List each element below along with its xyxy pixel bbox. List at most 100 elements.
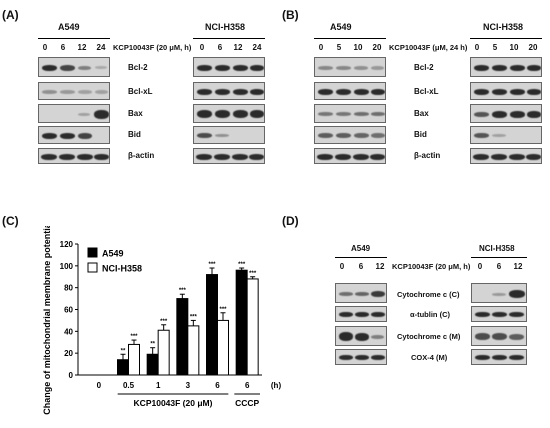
bar-a549 <box>117 359 129 376</box>
panel-b-cell-nci-h358: NCI-H358 <box>483 22 524 32</box>
y-tick-label: 0 <box>69 371 74 380</box>
panel-a-label: (A) <box>2 8 19 22</box>
bar-nci-h358 <box>128 343 140 376</box>
panel-a-lane: 24 <box>252 43 262 52</box>
y-axis-label: Change of mitochondrial membrane potenti… <box>42 226 52 415</box>
bar-nci-h358 <box>187 325 200 376</box>
panel-b-lane: 5 <box>336 43 342 52</box>
panel-b-blot-bclxl-a549 <box>314 82 386 100</box>
bar-nci-h358 <box>217 319 229 376</box>
panel-a-protein-bclxl: Bcl-xL <box>128 87 153 96</box>
panel-a-lane: 12 <box>77 43 87 52</box>
panel-b-lane: 0 <box>474 43 480 52</box>
x-unit-label: (h) <box>271 381 282 390</box>
panel-b-lane: 0 <box>318 43 324 52</box>
panel-b-protein-bax: Bax <box>414 109 429 118</box>
panel-a-underline-right <box>193 38 265 39</box>
panel-a-lane: 0 <box>42 43 48 52</box>
panel-a-blot-actin-a549 <box>38 148 110 164</box>
panel-b-protein-bclxl: Bcl-xL <box>414 87 439 96</box>
panel-d-cell-nci-h358: NCI-H358 <box>479 244 515 253</box>
bar-nci-h358 <box>246 278 259 376</box>
significance-label: *** <box>249 271 257 277</box>
panel-a-lane: 0 <box>199 43 205 52</box>
panel-b-blot-bid-h358 <box>470 126 542 144</box>
significance-label: *** <box>160 319 168 325</box>
significance-label: ** <box>150 342 155 348</box>
panel-d-lane: 6 <box>358 262 364 271</box>
x-tick-label: 1 <box>156 381 161 390</box>
legend-label: A549 <box>102 249 124 259</box>
panel-a-lane: 6 <box>60 43 66 52</box>
panel-d-lane: 12 <box>375 262 385 271</box>
panel-b-lane: 10 <box>509 43 519 52</box>
y-tick-label: 60 <box>64 306 73 315</box>
panel-d-treatment: KCP10043F (20 μM, h) <box>392 262 471 271</box>
panel-a-lane: 12 <box>233 43 243 52</box>
panel-b-protein-bcl2: Bcl-2 <box>414 63 434 72</box>
panel-b-protein-actin: β-actin <box>414 151 441 160</box>
panel-a-blot-bcl2-a549 <box>38 57 110 77</box>
panel-b-treatment: KCP10043F (μM, 24 h) <box>389 43 468 52</box>
group-label-kcp: KCP10043F (20 μM) <box>134 398 213 408</box>
bar-nci-h358 <box>157 329 170 376</box>
panel-b-lane: 10 <box>353 43 363 52</box>
panel-d-blot-cytc-m-a549 <box>335 326 387 346</box>
panel-a-treatment: KCP10043F (20 μM, h) <box>113 43 192 52</box>
y-tick-label: 120 <box>60 240 74 249</box>
panel-a-blot-bcl2-h358 <box>193 57 265 77</box>
y-tick-label: 40 <box>64 327 73 336</box>
y-tick-label: 100 <box>60 262 74 271</box>
panel-d-protein-cytc-m: Cytochrome c (M) <box>397 332 461 341</box>
panel-b-lane: 20 <box>528 43 538 52</box>
panel-b-blot-bax-a549 <box>314 104 386 123</box>
significance-label: *** <box>179 288 187 294</box>
panel-b-label: (B) <box>282 8 299 22</box>
y-tick-label: 20 <box>64 349 73 358</box>
panel-b-blot-bcl2-h358 <box>470 57 542 77</box>
x-tick-label: 6 <box>245 381 250 390</box>
panel-a-blot-bid-a549 <box>38 126 110 144</box>
panel-b-protein-bid: Bid <box>414 130 427 139</box>
panel-d-blot-cytc-c-h358 <box>471 283 527 303</box>
bar-a549 <box>146 353 159 376</box>
panel-a-protein-bcl2: Bcl-2 <box>128 63 148 72</box>
panel-a-blot-bax-h358 <box>193 104 265 123</box>
legend-swatch <box>87 262 98 273</box>
y-tick-label: 80 <box>64 284 73 293</box>
x-tick-label: 0 <box>97 381 102 390</box>
panel-b-blot-bclxl-h358 <box>470 82 542 100</box>
panel-a-cell-a549: A549 <box>58 22 80 32</box>
panel-a-lane: 24 <box>96 43 106 52</box>
panel-b-cell-a549: A549 <box>330 22 352 32</box>
x-tick-label: 0.5 <box>123 381 135 390</box>
panel-a-blot-bclxl-h358 <box>193 82 265 100</box>
panel-b-underline-left <box>314 38 386 39</box>
panel-a-lane: 6 <box>217 43 223 52</box>
panel-b-lane: 5 <box>492 43 498 52</box>
panel-a-protein-bax: Bax <box>128 109 143 118</box>
panel-a-blot-bax-a549 <box>38 104 110 123</box>
legend-label: NCI-H358 <box>102 264 142 274</box>
panel-a-underline-left <box>38 38 110 39</box>
bar-a549 <box>206 274 218 376</box>
bar-a549 <box>176 298 189 376</box>
significance-label: *** <box>190 314 198 320</box>
panel-d-protein-cytc-c: Cytochrome c (C) <box>397 290 460 299</box>
panel-c-label: (C) <box>2 214 19 228</box>
bar-a549 <box>235 269 248 376</box>
panel-d-protein-tubulin: α-tublin (C) <box>410 310 451 319</box>
panel-a-cell-nci-h358: NCI-H358 <box>205 22 246 32</box>
panel-b-blot-bid-a549 <box>314 126 386 144</box>
panel-b-blot-bax-h358 <box>470 104 542 123</box>
significance-label: *** <box>219 307 227 313</box>
panel-b-blot-actin-h358 <box>470 148 542 164</box>
panel-b-lane: 20 <box>372 43 382 52</box>
group-label-cccp: CCCP <box>235 398 259 408</box>
significance-label: *** <box>238 262 246 268</box>
panel-a-blot-bclxl-a549 <box>38 82 110 100</box>
panel-d-lane: 12 <box>513 262 523 271</box>
panel-d-blot-cox4-h358 <box>471 349 527 365</box>
panel-d-blot-cytc-c-a549 <box>335 283 387 303</box>
